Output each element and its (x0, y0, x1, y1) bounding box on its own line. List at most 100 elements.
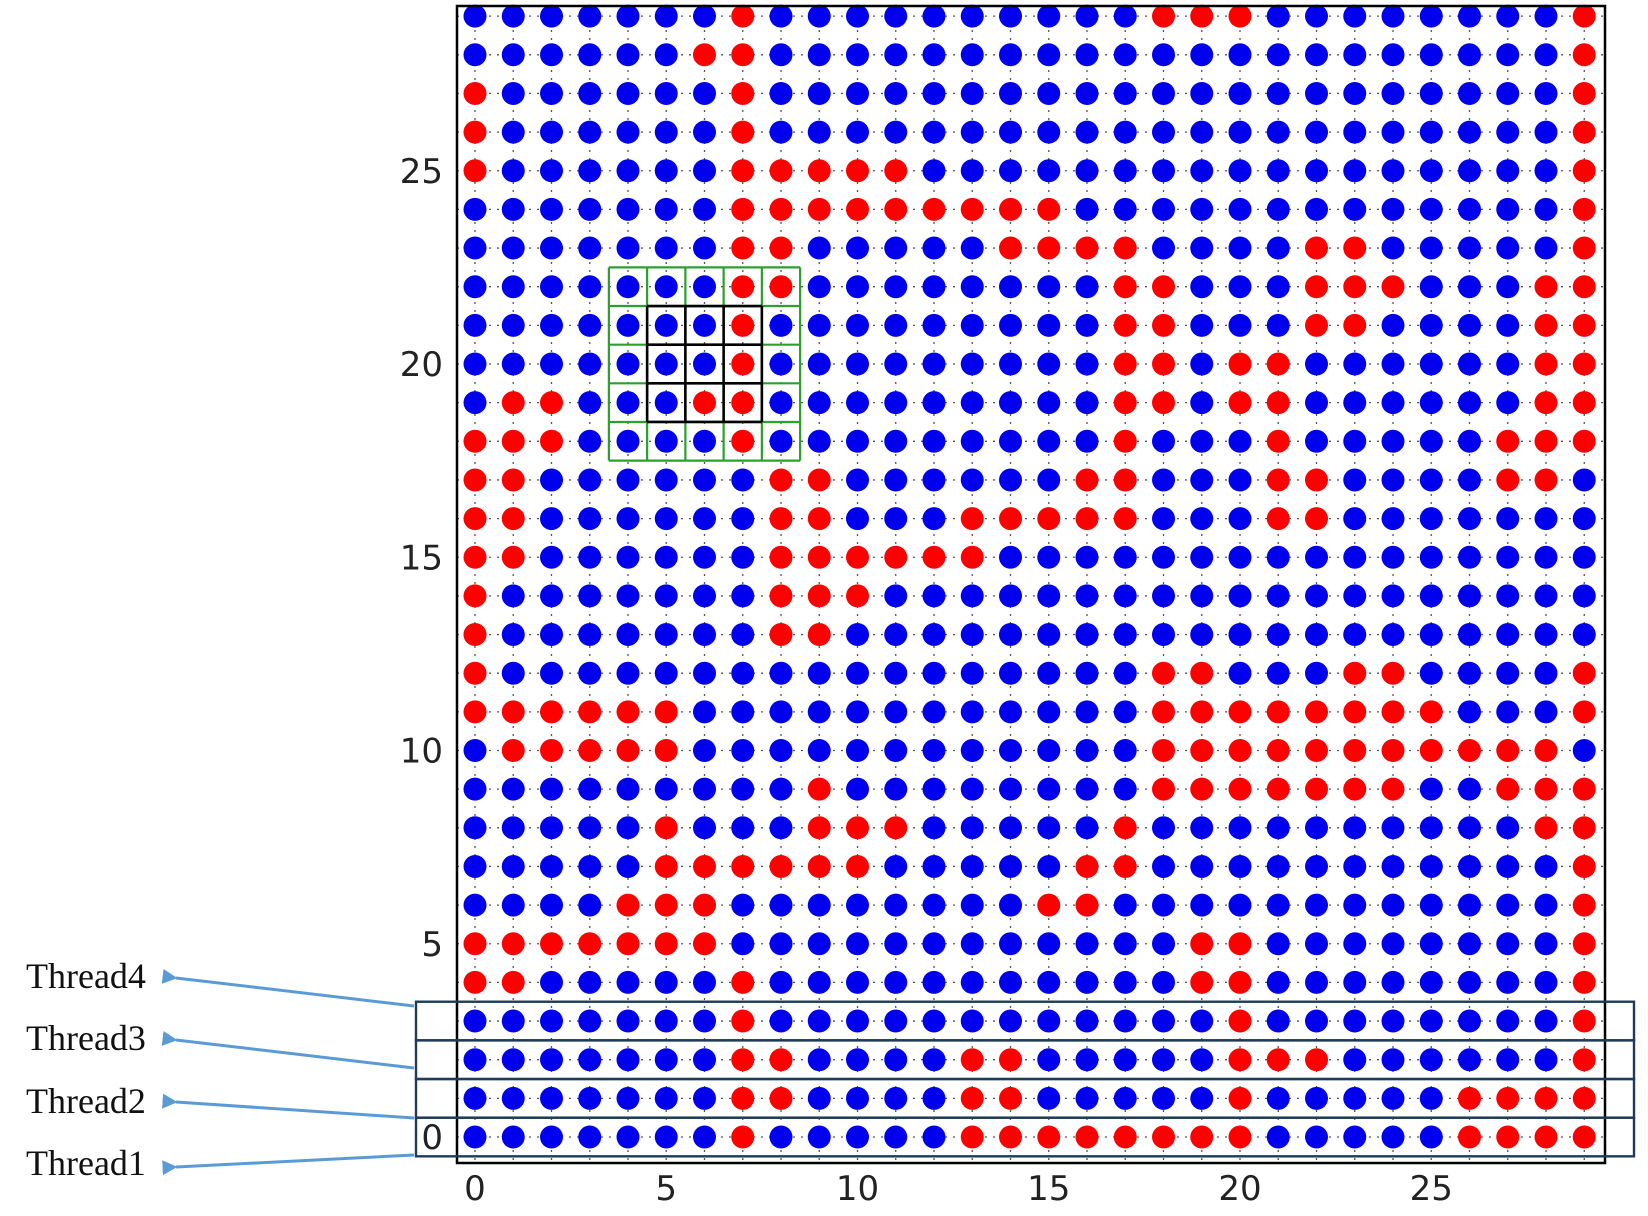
blue-dot (1572, 739, 1596, 762)
blue-dot (1075, 932, 1099, 956)
red-dot (731, 1009, 755, 1033)
blue-dot (1381, 236, 1405, 260)
blue-dot (616, 854, 640, 878)
blue-dot (1496, 313, 1520, 337)
blue-dot (654, 1009, 678, 1033)
blue-dot (693, 1048, 716, 1072)
red-dot (1572, 777, 1596, 801)
blue-dot (807, 352, 831, 376)
red-dot (501, 970, 525, 994)
blue-dot (1419, 1048, 1443, 1072)
blue-dot (1381, 584, 1405, 608)
blue-dot (1496, 661, 1520, 685)
blue-dot (616, 197, 640, 221)
blue-dot (1496, 584, 1520, 608)
red-dot (1496, 468, 1520, 492)
red-dot (999, 1086, 1022, 1110)
red-dot (616, 932, 640, 956)
blue-dot (884, 1125, 908, 1149)
red-dot (1572, 197, 1596, 221)
red-dot (1572, 816, 1596, 840)
blue-dot (1190, 507, 1214, 531)
blue-dot (1190, 120, 1214, 144)
blue-dot (578, 236, 602, 260)
blue-dot (884, 854, 908, 878)
blue-dot (960, 893, 984, 917)
x-tick-label: 0 (464, 1169, 486, 1209)
blue-dot (501, 313, 525, 337)
red-dot (1572, 159, 1596, 183)
blue-dot (1228, 893, 1252, 917)
red-dot (1305, 507, 1328, 531)
blue-dot (540, 275, 563, 299)
blue-dot (1037, 932, 1061, 956)
blue-dot (1458, 4, 1481, 28)
blue-dot (1496, 352, 1520, 376)
blue-dot (1343, 1086, 1367, 1110)
blue-dot (922, 43, 946, 67)
red-dot (1458, 739, 1481, 762)
red-dot (1266, 507, 1290, 531)
blue-dot (1266, 159, 1290, 183)
blue-dot (1572, 584, 1596, 608)
red-dot (769, 545, 793, 569)
blue-dot (999, 623, 1022, 647)
red-dot (1113, 429, 1137, 453)
blue-dot (1534, 4, 1558, 28)
blue-dot (731, 545, 755, 569)
blue-dot (884, 236, 908, 260)
y-tick-label: 0 (421, 1118, 443, 1158)
blue-dot (463, 1048, 487, 1072)
blue-dot (1305, 816, 1328, 840)
blue-dot (1152, 429, 1175, 453)
blue-dot (922, 352, 946, 376)
blue-dot (1190, 81, 1214, 105)
blue-dot (922, 468, 946, 492)
blue-dot (999, 893, 1022, 917)
blue-dot (960, 700, 984, 724)
blue-dot (1419, 81, 1443, 105)
red-dot (463, 81, 487, 105)
blue-dot (846, 4, 869, 28)
red-dot (960, 197, 984, 221)
blue-dot (999, 43, 1022, 67)
red-dot (1228, 970, 1252, 994)
blue-dot (1113, 4, 1137, 28)
blue-dot (540, 970, 563, 994)
blue-dot (1419, 313, 1443, 337)
blue-dot (1381, 932, 1405, 956)
blue-dot (1343, 81, 1367, 105)
blue-dot (922, 159, 946, 183)
red-dot (846, 854, 869, 878)
red-dot (884, 197, 908, 221)
red-dot (731, 313, 755, 337)
blue-dot (1266, 661, 1290, 685)
blue-dot (960, 970, 984, 994)
blue-dot (999, 700, 1022, 724)
blue-dot (1458, 507, 1481, 531)
blue-dot (1152, 159, 1175, 183)
red-dot (1113, 507, 1137, 531)
blue-dot (1419, 429, 1443, 453)
red-dot (654, 854, 678, 878)
red-dot (807, 623, 831, 647)
blue-dot (1343, 932, 1367, 956)
blue-dot (1075, 1086, 1099, 1110)
blue-dot (1534, 81, 1558, 105)
blue-dot (1343, 159, 1367, 183)
red-dot (1152, 777, 1175, 801)
blue-dot (960, 584, 984, 608)
blue-dot (999, 854, 1022, 878)
blue-dot (999, 275, 1022, 299)
red-dot (731, 1086, 755, 1110)
blue-dot (654, 391, 678, 415)
red-dot (540, 700, 563, 724)
red-dot (1075, 236, 1099, 260)
thread-arrows (161, 968, 415, 1176)
blue-dot (1305, 120, 1328, 144)
blue-dot (616, 1086, 640, 1110)
thread-label-1: Thread1 (26, 1143, 146, 1183)
red-dot (1572, 970, 1596, 994)
blue-dot (1343, 4, 1367, 28)
